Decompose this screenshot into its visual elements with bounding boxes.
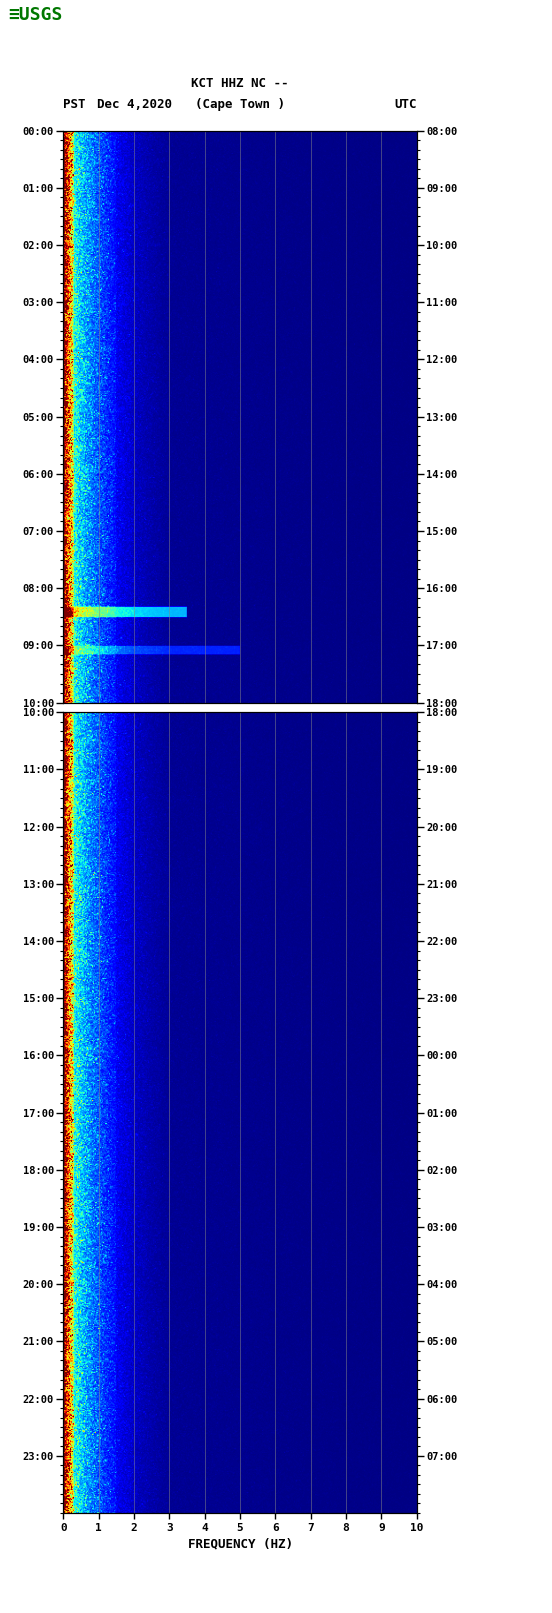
Text: (Cape Town ): (Cape Town ) — [195, 98, 285, 111]
Text: PST: PST — [63, 98, 86, 111]
Text: UTC: UTC — [394, 98, 417, 111]
Text: Dec 4,2020: Dec 4,2020 — [97, 98, 172, 111]
Text: ≡USGS: ≡USGS — [8, 6, 63, 24]
Text: KCT HHZ NC --: KCT HHZ NC -- — [192, 77, 289, 90]
X-axis label: FREQUENCY (HZ): FREQUENCY (HZ) — [188, 1537, 293, 1550]
